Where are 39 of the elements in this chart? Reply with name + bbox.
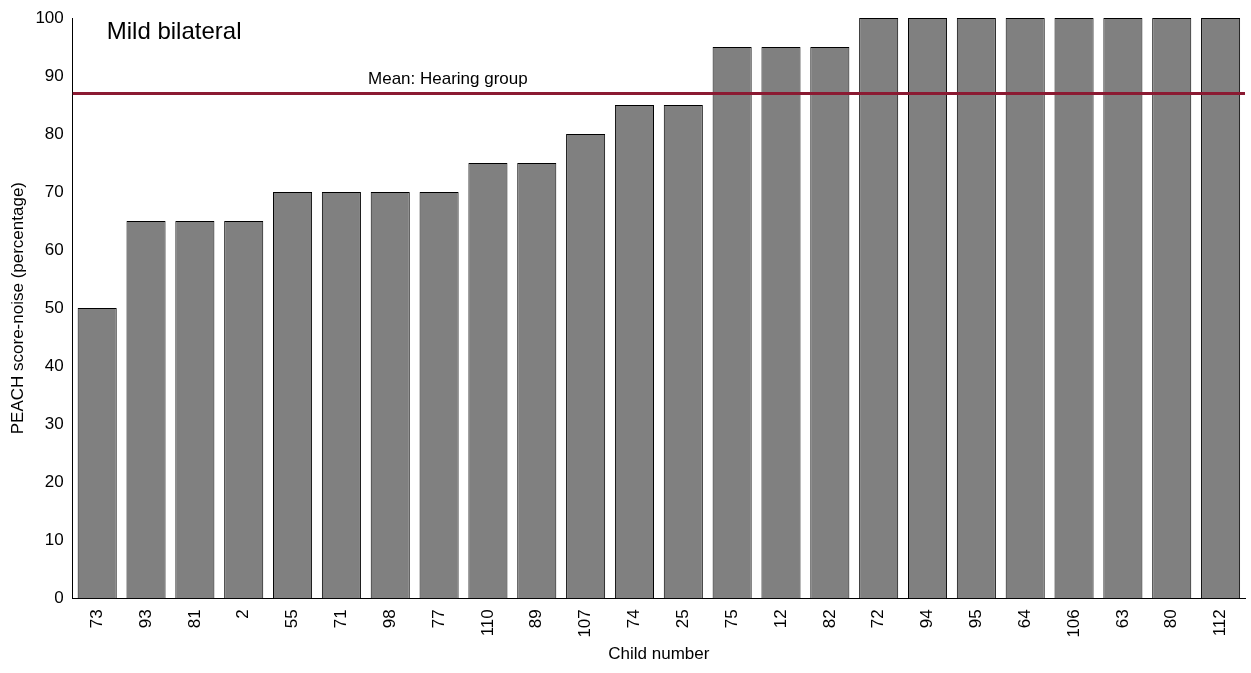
x-tick-label: 12 [770,609,790,629]
x-tick-label: 25 [672,609,692,629]
x-tick-label: 81 [184,609,204,629]
x-tick-label: 55 [282,609,302,629]
x-tick-label: 64 [1014,609,1034,629]
x-tick-label: 112 [1210,609,1230,637]
y-tick-label: 40 [44,355,64,375]
x-tick-label: 106 [1063,609,1083,638]
y-tick-label: 80 [44,123,64,143]
x-tick-label: 77 [428,609,448,629]
x-tick-label: 95 [966,609,986,629]
y-tick-label: 90 [44,65,64,85]
ref-line-label: Mean: Hearing group [368,68,528,88]
chart-title: Mild bilateral [106,16,242,44]
x-tick-label: 89 [526,609,546,629]
y-tick-label: 20 [44,471,64,491]
x-tick-label: 110 [477,609,497,637]
y-tick-label: 50 [44,297,64,317]
y-tick-label: 60 [44,239,64,259]
y-tick-label: 70 [44,181,64,201]
x-tick-label: 72 [868,609,888,629]
x-tick-label: 107 [575,609,595,638]
x-tick-label: 82 [819,609,839,629]
x-tick-label: 75 [721,609,741,629]
y-axis-title: PEACH score-noise (percentage) [7,181,27,435]
x-tick-label: 98 [379,609,399,629]
x-axis-title: Child number [608,644,710,664]
y-tick-label: 0 [54,587,64,607]
x-tick-label: 74 [624,609,644,629]
x-tick-label: 63 [1112,609,1132,629]
x-tick-label: 2 [233,609,253,619]
x-tick-label: 71 [331,609,351,629]
x-tick-label: 94 [917,609,937,629]
x-tick-label: 73 [86,609,106,629]
y-tick-label: 30 [44,413,64,433]
x-tick-label: 93 [135,609,155,629]
x-tick-label: 80 [1161,609,1181,629]
y-tick-label: 100 [35,7,64,27]
y-tick-label: 10 [44,529,64,549]
